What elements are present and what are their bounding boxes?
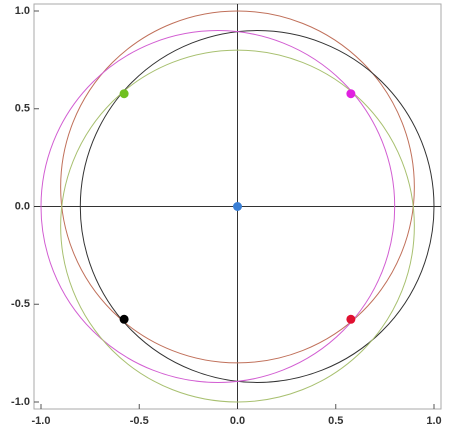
point bbox=[346, 89, 356, 99]
point bbox=[233, 202, 242, 211]
x-tick-label: -1.0 bbox=[32, 415, 51, 427]
y-tick-label: -0.5 bbox=[11, 298, 30, 310]
x-tick-label: 1.0 bbox=[426, 415, 441, 427]
circle-curve bbox=[40, 30, 396, 383]
x-tick-label: -0.5 bbox=[130, 415, 149, 427]
circle-curve bbox=[79, 30, 435, 383]
point bbox=[119, 89, 129, 99]
x-tick-label: 0.0 bbox=[230, 415, 245, 427]
point bbox=[346, 314, 356, 324]
x-tick-label: 0.5 bbox=[328, 415, 343, 427]
y-tick-label: -1.0 bbox=[11, 396, 30, 408]
y-tick-label: 1.0 bbox=[15, 5, 30, 17]
y-tick-label: 0.0 bbox=[15, 200, 30, 212]
y-tick-label: 0.5 bbox=[15, 103, 30, 115]
circle-curve bbox=[60, 49, 415, 403]
point bbox=[119, 314, 129, 324]
circle-curve bbox=[60, 10, 415, 364]
